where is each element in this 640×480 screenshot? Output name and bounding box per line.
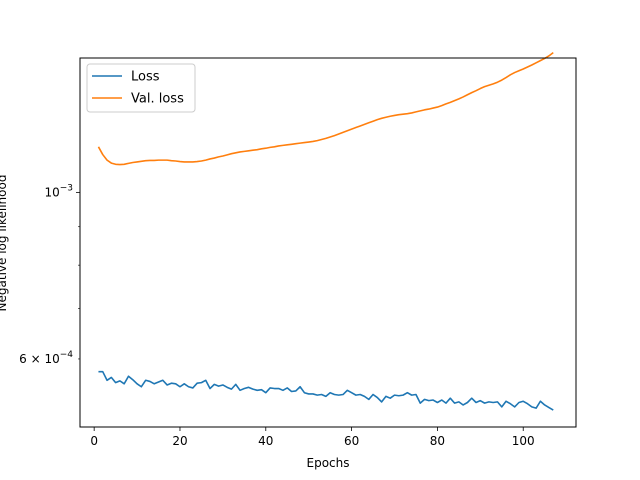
- x-tick-label: 60: [344, 434, 359, 448]
- series-layer: [97, 52, 554, 411]
- y-tick-label: 6 × 10−4: [19, 350, 73, 366]
- y-axis-label: Negative log likelihood: [0, 175, 9, 312]
- legend: Loss Val. loss: [86, 63, 196, 113]
- series-line-loss: [98, 370, 554, 411]
- x-tick-label: 100: [512, 434, 535, 448]
- axes-frame: [79, 57, 577, 428]
- x-tick-label: 20: [172, 434, 187, 448]
- y-tick-label: 10−3: [44, 183, 73, 199]
- series-line-val-loss: [97, 52, 554, 166]
- x-tick-label: 80: [430, 434, 445, 448]
- legend-label-loss: Loss: [131, 70, 160, 85]
- x-tick-label: 0: [90, 434, 98, 448]
- legend-label-val-loss: Val. loss: [131, 92, 184, 107]
- ticks-layer: 0 20 40 60 80 100 10−3 6 × 10−4: [19, 183, 535, 448]
- x-axis-label: Epochs: [307, 456, 350, 470]
- x-tick-label: 40: [258, 434, 273, 448]
